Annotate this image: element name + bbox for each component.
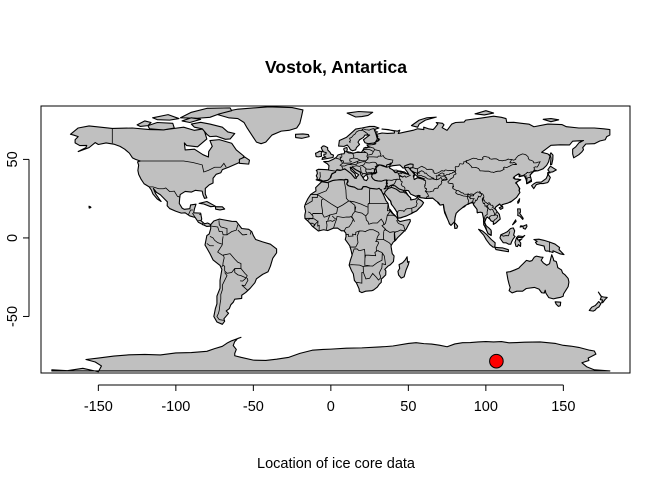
australia-landmass — [507, 255, 569, 299]
cuba-island — [199, 201, 215, 206]
hainan-island — [499, 206, 503, 209]
tasmania-island — [555, 302, 561, 307]
chart-title: Vostok, Antartica — [265, 57, 407, 77]
iceland-island — [296, 134, 310, 138]
y-tick-label: 50 — [5, 151, 21, 167]
sakhalin-island — [550, 153, 553, 165]
x-tick-label: -50 — [243, 399, 264, 415]
y-axis: -50 0 50 — [5, 151, 29, 327]
sri-lanka-island — [454, 223, 457, 229]
antarctica-landmass — [52, 337, 610, 371]
taiwan-island — [518, 199, 520, 204]
new-guinea-island — [534, 239, 564, 254]
hawaii-islands — [89, 206, 91, 208]
x-tick-label: 0 — [327, 399, 335, 415]
ireland-island — [316, 151, 323, 157]
x-tick-label: 50 — [400, 399, 416, 415]
victoria-island — [148, 122, 174, 129]
south-america-landmass — [205, 219, 277, 324]
north-america-landmass — [70, 126, 244, 227]
x-tick-label: -150 — [84, 399, 113, 415]
severnaya-zemlya-islands — [475, 111, 494, 115]
hispaniola-island — [215, 207, 224, 210]
java-island — [495, 247, 509, 251]
x-axis: -150 -100 -50 0 50 100 150 — [84, 385, 576, 415]
x-axis-label: Location of ice core data — [257, 456, 416, 472]
y-tick-label: 0 — [5, 234, 21, 242]
great-britain-island — [321, 146, 333, 160]
x-tick-label: 150 — [551, 399, 575, 415]
new-zealand-islands — [589, 292, 607, 311]
madagascar-island — [398, 257, 409, 278]
x-tick-label: 100 — [474, 399, 498, 415]
x-tick-label: -100 — [161, 399, 190, 415]
svalbard-islands — [347, 111, 373, 116]
land-layer — [52, 107, 610, 372]
new-siberian-islands — [543, 119, 559, 122]
philippines-islands — [513, 209, 527, 229]
y-tick-label: -50 — [5, 306, 21, 327]
novaya-zemlya-islands — [411, 117, 436, 127]
sulawesi-island — [515, 235, 525, 246]
vostok-location-marker — [490, 354, 504, 368]
